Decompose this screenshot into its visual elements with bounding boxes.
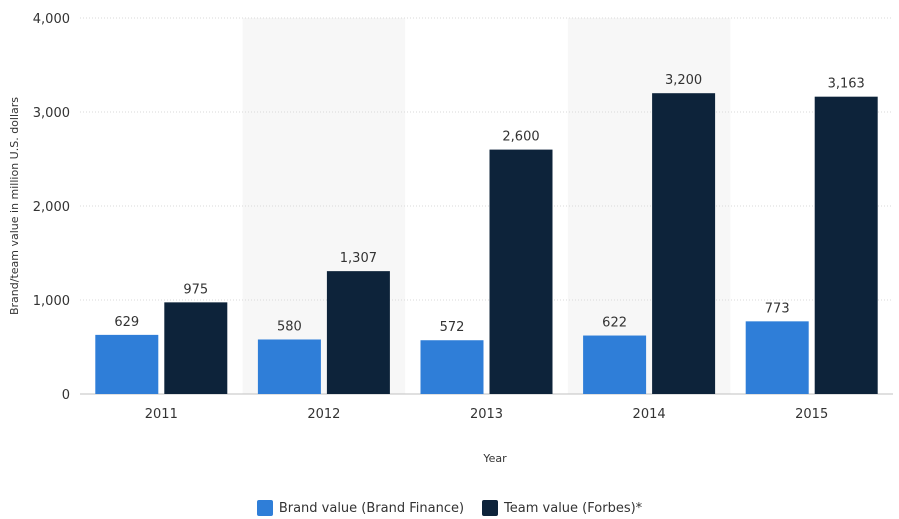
data-label-team-2015: 3,163 bbox=[828, 77, 865, 92]
bar-brand-2015[interactable] bbox=[745, 321, 809, 394]
data-label-team-2013: 2,600 bbox=[502, 130, 539, 145]
y-axis-ticks: 0 1,000 2,000 3,000 4,000 bbox=[33, 12, 70, 403]
bar-brand-2012[interactable] bbox=[257, 339, 321, 394]
data-labels: 629 975 580 1,307 572 2,600 622 3,200 773 3,163 bbox=[114, 73, 864, 335]
x-axis-ticks: 2011 2012 2013 2014 2015 bbox=[145, 407, 828, 422]
data-label-brand-2014: 622 bbox=[602, 316, 627, 331]
legend-item-brand-value[interactable]: Brand value (Brand Finance) bbox=[256, 500, 465, 516]
legend-swatch-team-value bbox=[482, 500, 499, 516]
data-label-team-2011: 975 bbox=[183, 282, 208, 297]
legend-swatch-brand-value bbox=[256, 500, 273, 516]
y-axis-title: Brand/team value in million U.S. dollars bbox=[8, 97, 21, 315]
y-tick-label: 3,000 bbox=[33, 106, 70, 121]
x-tick-label-2015: 2015 bbox=[795, 407, 828, 422]
y-tick-label: 1,000 bbox=[33, 294, 70, 309]
legend-label-team-value: Team value (Forbes)* bbox=[504, 500, 643, 516]
legend-label-brand-value: Brand value (Brand Finance) bbox=[278, 500, 465, 516]
bar-chart: 629 975 580 1,307 572 2,600 622 3,200 773 3,163 0… bbox=[8, 12, 893, 465]
bar-team-2015[interactable] bbox=[814, 96, 878, 394]
bar-team-2014[interactable] bbox=[652, 93, 716, 394]
x-axis-title: Year bbox=[482, 452, 507, 465]
data-label-brand-2013: 572 bbox=[440, 320, 465, 335]
bar-team-2013[interactable] bbox=[489, 149, 553, 394]
legend: Brand value (Brand Finance) Team value (… bbox=[0, 497, 899, 519]
data-label-team-2014: 3,200 bbox=[665, 73, 702, 88]
data-label-brand-2015: 773 bbox=[765, 301, 790, 316]
y-tick-label: 4,000 bbox=[33, 12, 70, 27]
bars bbox=[95, 93, 878, 394]
legend-item-team-value[interactable]: Team value (Forbes)* bbox=[482, 500, 642, 516]
bar-team-2012[interactable] bbox=[326, 271, 390, 394]
data-label-brand-2011: 629 bbox=[114, 315, 139, 330]
data-label-team-2012: 1,307 bbox=[340, 251, 377, 266]
x-tick-label-2012: 2012 bbox=[307, 407, 340, 422]
y-tick-label: 2,000 bbox=[33, 200, 70, 215]
x-tick-label-2013: 2013 bbox=[470, 407, 503, 422]
bar-brand-2011[interactable] bbox=[95, 334, 159, 394]
bar-brand-2013[interactable] bbox=[420, 340, 484, 394]
bar-brand-2014[interactable] bbox=[583, 335, 647, 394]
data-label-brand-2012: 580 bbox=[277, 319, 302, 334]
bar-team-2011[interactable] bbox=[164, 302, 228, 394]
x-tick-label-2011: 2011 bbox=[145, 407, 178, 422]
x-tick-label-2014: 2014 bbox=[633, 407, 666, 422]
y-tick-label: 0 bbox=[62, 388, 70, 403]
